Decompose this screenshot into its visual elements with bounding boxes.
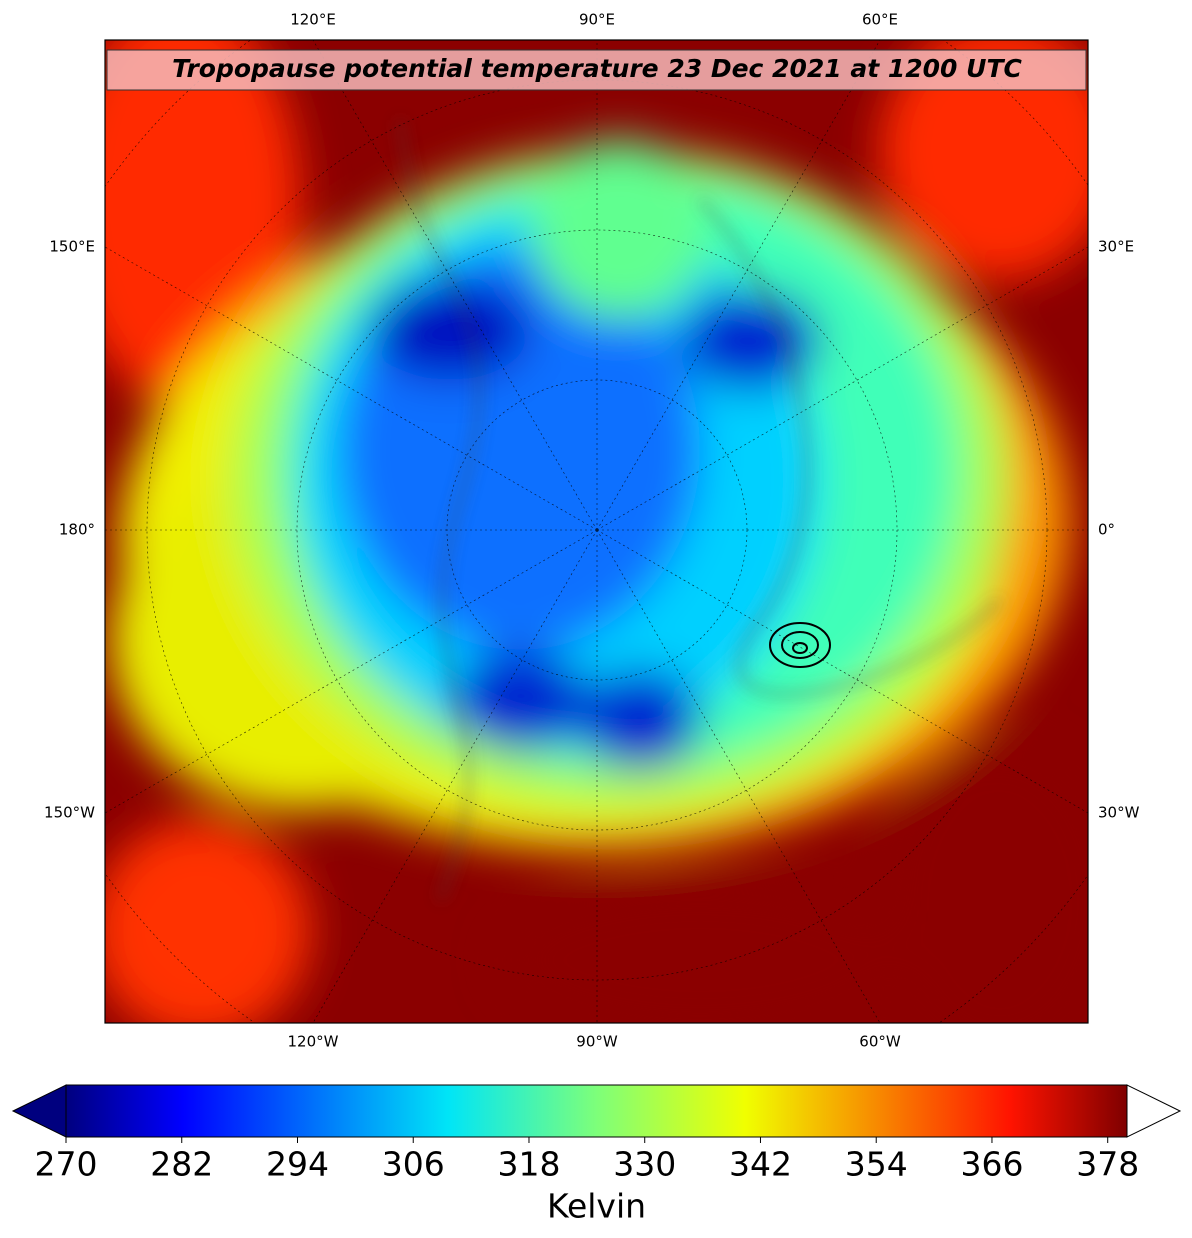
colorbar-tick-label: 342 [729, 1145, 792, 1184]
colorbar-label: Kelvin [547, 1187, 646, 1226]
right-lon-label: 0° [1098, 521, 1115, 539]
colorbar-bar [65, 1084, 1128, 1138]
colorbar-extend-low [11, 1084, 67, 1138]
colorbar-tick-label: 282 [150, 1145, 213, 1184]
bottom-lon-label: 90°W [576, 1033, 618, 1051]
colorbar-tick-label: 318 [497, 1145, 560, 1184]
colorbar-tick-label: 294 [266, 1145, 329, 1184]
left-lon-label: 150°E [49, 238, 95, 256]
colorbar: 270 282 294 306 318 330 342 354 366 378 Kelvin [11, 1084, 1182, 1226]
left-lon-label: 150°W [44, 804, 95, 822]
colorbar-extend-high [1126, 1084, 1182, 1138]
colorbar-tick-label: 354 [845, 1145, 908, 1184]
colorbar-tick-label: 270 [35, 1145, 98, 1184]
bottom-lon-label: 60°W [859, 1033, 901, 1051]
top-lon-label: 120°E [290, 11, 336, 29]
right-lon-label: 30°E [1098, 238, 1134, 256]
bottom-lon-label: 120°W [288, 1033, 339, 1051]
colorbar-tick-label: 330 [613, 1145, 676, 1184]
colorbar-tick-label: 306 [382, 1145, 445, 1184]
top-lon-label: 60°E [862, 11, 898, 29]
map-field: Tropopause potential temperature 23 Dec … [105, 40, 1088, 1023]
map-title: Tropopause potential temperature 23 Dec … [172, 54, 1022, 83]
colorbar-tick-label: 366 [960, 1145, 1023, 1184]
map-frame [104, 39, 1089, 1024]
right-lon-label: 30°W [1098, 804, 1140, 822]
left-lon-label: 180° [59, 521, 95, 539]
title-box [106, 49, 1087, 91]
top-lon-label: 90°E [579, 11, 615, 29]
colorbar-tick-label: 378 [1076, 1145, 1139, 1184]
